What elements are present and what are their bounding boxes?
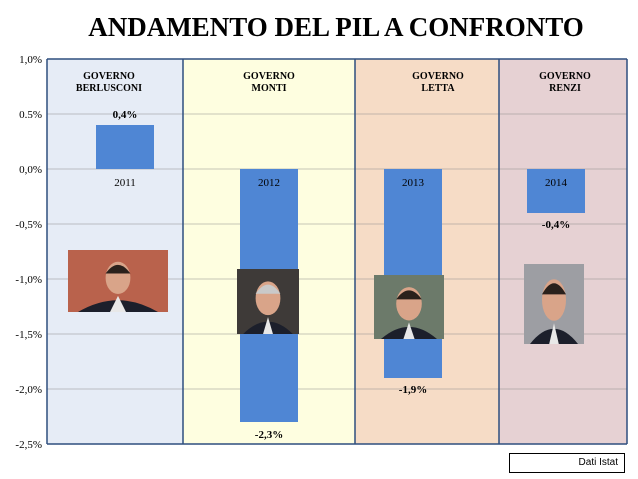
panel-4-label: RENZI bbox=[549, 83, 581, 94]
data-label-2012: -2,3% bbox=[255, 429, 283, 441]
y-tick-label: 1,0% bbox=[19, 54, 42, 66]
panel-1-label: GOVERNO bbox=[83, 71, 135, 82]
portrait-hair bbox=[105, 264, 131, 274]
x-tick-label: 2014 bbox=[545, 177, 568, 189]
portrait-hair bbox=[255, 284, 281, 294]
bar-2013 bbox=[384, 169, 442, 378]
y-tick-label: -1,5% bbox=[15, 329, 42, 341]
panel-4-label: GOVERNO bbox=[539, 71, 591, 82]
portrait-shirt bbox=[110, 295, 126, 312]
bar-2014 bbox=[527, 169, 585, 213]
y-tick-label: -2,0% bbox=[15, 384, 42, 396]
x-tick-label: 2011 bbox=[114, 177, 136, 189]
portrait-shirt bbox=[263, 317, 273, 334]
data-label-2011: 0,4% bbox=[113, 109, 138, 121]
panel-3-label: GOVERNO bbox=[412, 71, 464, 82]
y-tick-label: -1,0% bbox=[15, 274, 42, 286]
portrait-shirt bbox=[549, 323, 559, 344]
y-tick-label: -0,5% bbox=[15, 219, 42, 231]
panel-1-label: BERLUSCONI bbox=[76, 83, 142, 94]
x-tick-label: 2013 bbox=[402, 177, 425, 189]
portrait-hair bbox=[396, 290, 422, 300]
y-tick-label: 0.5% bbox=[19, 109, 42, 121]
data-label-2014: -0,4% bbox=[542, 219, 570, 231]
portrait-hair bbox=[542, 283, 566, 295]
panel-2-label: GOVERNO bbox=[243, 71, 295, 82]
x-tick-label: 2012 bbox=[258, 177, 280, 189]
portrait-shirt bbox=[403, 322, 415, 339]
chart-title: ANDAMENTO DEL PIL A CONFRONTO bbox=[88, 12, 584, 42]
panel-4-background bbox=[499, 59, 627, 444]
y-tick-label: -2,5% bbox=[15, 439, 42, 451]
source-label: Dati Istat bbox=[509, 453, 625, 473]
bar-2011 bbox=[96, 125, 154, 169]
data-label-2013: -1,9% bbox=[399, 384, 427, 396]
panel-3-label: LETTA bbox=[421, 83, 455, 94]
y-tick-label: 0,0% bbox=[19, 164, 42, 176]
panel-2-label: MONTI bbox=[252, 83, 287, 94]
